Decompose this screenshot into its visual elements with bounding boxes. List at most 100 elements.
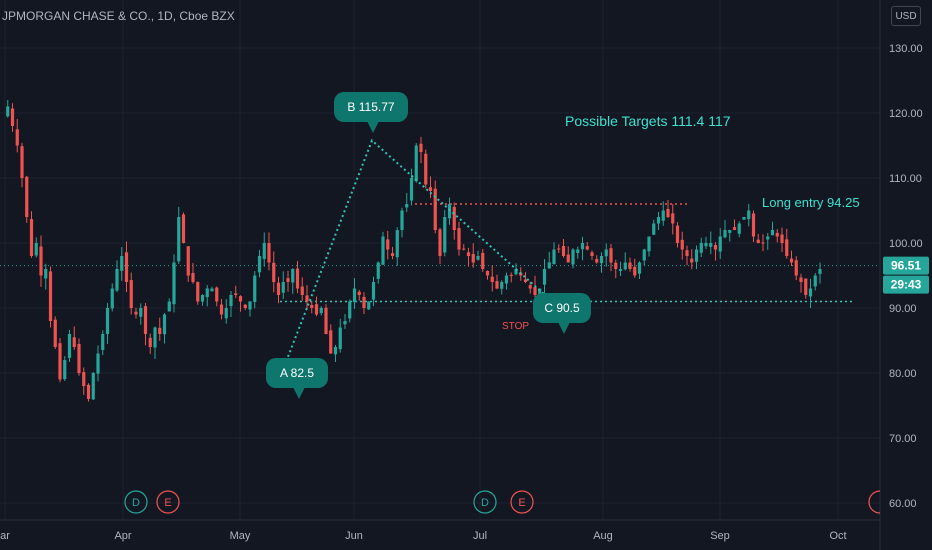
- dividend-event-marker[interactable]: D: [473, 490, 497, 514]
- candle-body: [205, 288, 209, 298]
- candle-body: [571, 249, 575, 265]
- candle-body: [248, 301, 252, 310]
- candle-body: [490, 276, 494, 282]
- candle-body: [462, 248, 466, 250]
- candle-body: [424, 153, 428, 185]
- callout-c[interactable]: C 90.5: [533, 293, 591, 334]
- candle-body: [514, 269, 518, 275]
- candle-body: [647, 236, 651, 252]
- candle-body: [367, 301, 371, 310]
- candle-body: [419, 143, 423, 152]
- partial-event-marker: [868, 490, 881, 514]
- y-tick-label: 110.00: [889, 173, 922, 185]
- candle-body: [523, 279, 528, 282]
- x-tick-label: Oct: [829, 530, 846, 542]
- candle-body: [728, 230, 732, 233]
- candle-body: [101, 334, 105, 350]
- candle-body: [770, 230, 775, 236]
- candle-body: [196, 282, 200, 302]
- candle-body: [742, 217, 746, 220]
- event-circle: [510, 490, 534, 514]
- candle-body: [167, 301, 171, 312]
- candle-body: [352, 288, 357, 303]
- callout-a-bubble: [266, 358, 328, 388]
- y-tick-label: 70.00: [889, 433, 917, 445]
- candle-body: [39, 246, 43, 276]
- candle-body: [789, 258, 794, 263]
- long-entry-annotation[interactable]: Long entry 94.25: [762, 195, 860, 210]
- stop-annotation[interactable]: STOP: [502, 321, 529, 332]
- candle-body: [105, 308, 110, 335]
- candle-body: [452, 206, 456, 230]
- candle-body: [566, 254, 570, 263]
- y-tick-label: 100.00: [889, 238, 923, 250]
- symbol-header[interactable]: JPMORGAN CHASE & CO., 1D, Cboe BZX: [2, 9, 235, 23]
- candle-body: [262, 243, 266, 259]
- targets-annotation[interactable]: Possible Targets 111.4 117: [565, 113, 731, 129]
- event-label: D: [481, 497, 489, 509]
- candle-body: [200, 295, 205, 302]
- abc-pattern-line: [287, 138, 546, 358]
- candle-body: [15, 129, 19, 146]
- callout-c-tail: [558, 322, 570, 334]
- candle-body: [576, 249, 580, 253]
- candle-body: [671, 213, 675, 224]
- dividend-event-marker[interactable]: D: [124, 490, 148, 514]
- candle-body: [547, 262, 551, 269]
- x-tick-label: ar: [0, 530, 10, 542]
- event-circle: [156, 490, 180, 514]
- candle-body: [718, 236, 722, 252]
- candle-body: [557, 248, 561, 250]
- candle-body: [533, 287, 537, 295]
- candle-body: [704, 243, 708, 247]
- candle-body: [538, 288, 542, 298]
- candle-body: [766, 236, 770, 240]
- callout-b-label: B 115.77: [347, 100, 394, 114]
- candle-body: [390, 253, 395, 256]
- candle-body: [690, 258, 694, 263]
- callout-a[interactable]: A 82.5: [266, 358, 328, 399]
- candle-body: [139, 308, 143, 317]
- candle-body: [243, 304, 247, 308]
- candle-body: [485, 270, 490, 276]
- candle-body: [29, 219, 34, 256]
- event-label: D: [132, 497, 140, 509]
- callout-b-tail: [367, 121, 379, 133]
- candle-body: [813, 275, 817, 287]
- candle-body: [234, 293, 238, 295]
- candle-body: [82, 372, 86, 386]
- candle-body: [143, 306, 148, 334]
- event-circle: [473, 490, 497, 514]
- currency-button[interactable]: USD: [891, 6, 921, 26]
- candle-body: [48, 271, 53, 321]
- candle-body: [91, 373, 95, 400]
- earnings-event-marker[interactable]: E: [156, 490, 180, 514]
- candle-body: [376, 262, 380, 279]
- candle-body: [433, 188, 437, 230]
- callout-a-label: A 82.5: [280, 366, 314, 380]
- candle-body: [495, 281, 499, 289]
- candle-body: [129, 280, 133, 308]
- countdown-value: 29:43: [891, 278, 922, 292]
- candle-body: [386, 239, 390, 250]
- candle-body: [737, 223, 741, 234]
- candle-body: [675, 225, 680, 243]
- candle-body: [72, 337, 76, 347]
- callout-b-bubble: [334, 92, 408, 122]
- earnings-event-marker[interactable]: E: [510, 490, 534, 514]
- candle-body: [253, 275, 257, 302]
- candle-body: [438, 229, 442, 256]
- candle-body: [219, 304, 224, 315]
- candle-body: [428, 187, 433, 191]
- y-tick-label: 120.00: [889, 108, 923, 120]
- x-tick-label: Jul: [473, 530, 487, 542]
- candle-body: [295, 268, 300, 289]
- y-tick-label: 130.00: [889, 43, 923, 55]
- event-label: E: [518, 497, 525, 509]
- candle-body: [20, 146, 24, 178]
- callout-b[interactable]: B 115.77: [334, 92, 408, 133]
- candle-body: [595, 259, 599, 263]
- candle-body: [172, 262, 176, 305]
- candle-body: [395, 230, 399, 258]
- candle-body: [158, 327, 162, 334]
